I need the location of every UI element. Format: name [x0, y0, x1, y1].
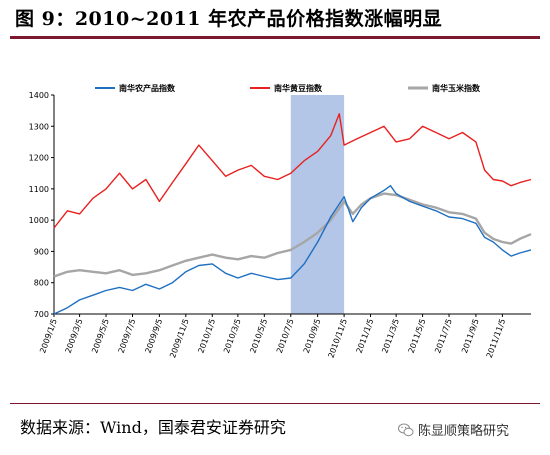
y-tick-label: 800 [34, 279, 49, 288]
series-line [53, 185, 532, 315]
x-tick-label: 2009/3/5 [64, 318, 85, 355]
x-tick-label: 2010/1/5 [196, 318, 217, 355]
title-divider [10, 36, 540, 39]
y-tick-label: 1200 [29, 154, 49, 163]
legend-label: 南华农产品指数 [119, 83, 176, 93]
x-tick-label: 2009/1/5 [38, 318, 59, 355]
x-tick-label: 2010/5/5 [248, 318, 269, 355]
x-tick-label: 2010/7/5 [275, 318, 296, 355]
highlight-band-layer [290, 95, 345, 314]
series-line [53, 113, 532, 229]
y-tick-label: 1300 [29, 122, 49, 131]
y-tick-label: 700 [34, 310, 49, 319]
source-note: 数据来源：Wind，国泰君安证券研究 [20, 418, 286, 437]
x-tick-label: 2011/5/5 [407, 318, 428, 355]
legend-label: 南华黄豆指数 [274, 83, 323, 93]
x-tick-label: 2011/3/5 [380, 318, 401, 355]
x-tick-label: 2011/1/5 [355, 318, 376, 355]
highlight-band [290, 95, 345, 314]
y-tick-label: 1100 [29, 185, 49, 194]
y-tick-label: 1000 [29, 216, 49, 225]
x-tick-label: 2011/11/5 [485, 318, 507, 360]
x-tick-label: 2010/9/5 [302, 318, 323, 355]
x-tick-label: 2011/9/5 [460, 318, 481, 355]
x-tick-label: 2009/7/5 [117, 318, 138, 355]
legend: 南华农产品指数 南华黄豆指数 南华玉米指数 [95, 83, 481, 93]
x-tick-label: 2010/11/5 [326, 318, 348, 360]
legend-label: 南华玉米指数 [432, 83, 481, 93]
y-tick-label: 1400 [29, 91, 49, 100]
x-tick-label: 2009/11/5 [168, 318, 190, 360]
watermark-text: 陈显顺策略研究 [418, 424, 510, 439]
page-title: 图 9：2010~2011 年农产品价格指数涨幅明显 [15, 8, 443, 30]
watermark: 陈显顺策略研究 [398, 420, 509, 439]
x-tick-label: 2011/7/5 [433, 318, 454, 355]
x-tick-label: 2010/3/5 [222, 318, 243, 355]
footer-divider [10, 403, 540, 404]
x-tick-label: 2009/9/5 [144, 318, 165, 355]
series-line [53, 192, 532, 278]
x-tick-label: 2009/5/5 [90, 318, 111, 355]
series-layer [53, 113, 532, 315]
y-tick-label: 900 [34, 247, 49, 256]
wechat-icon [398, 423, 414, 436]
